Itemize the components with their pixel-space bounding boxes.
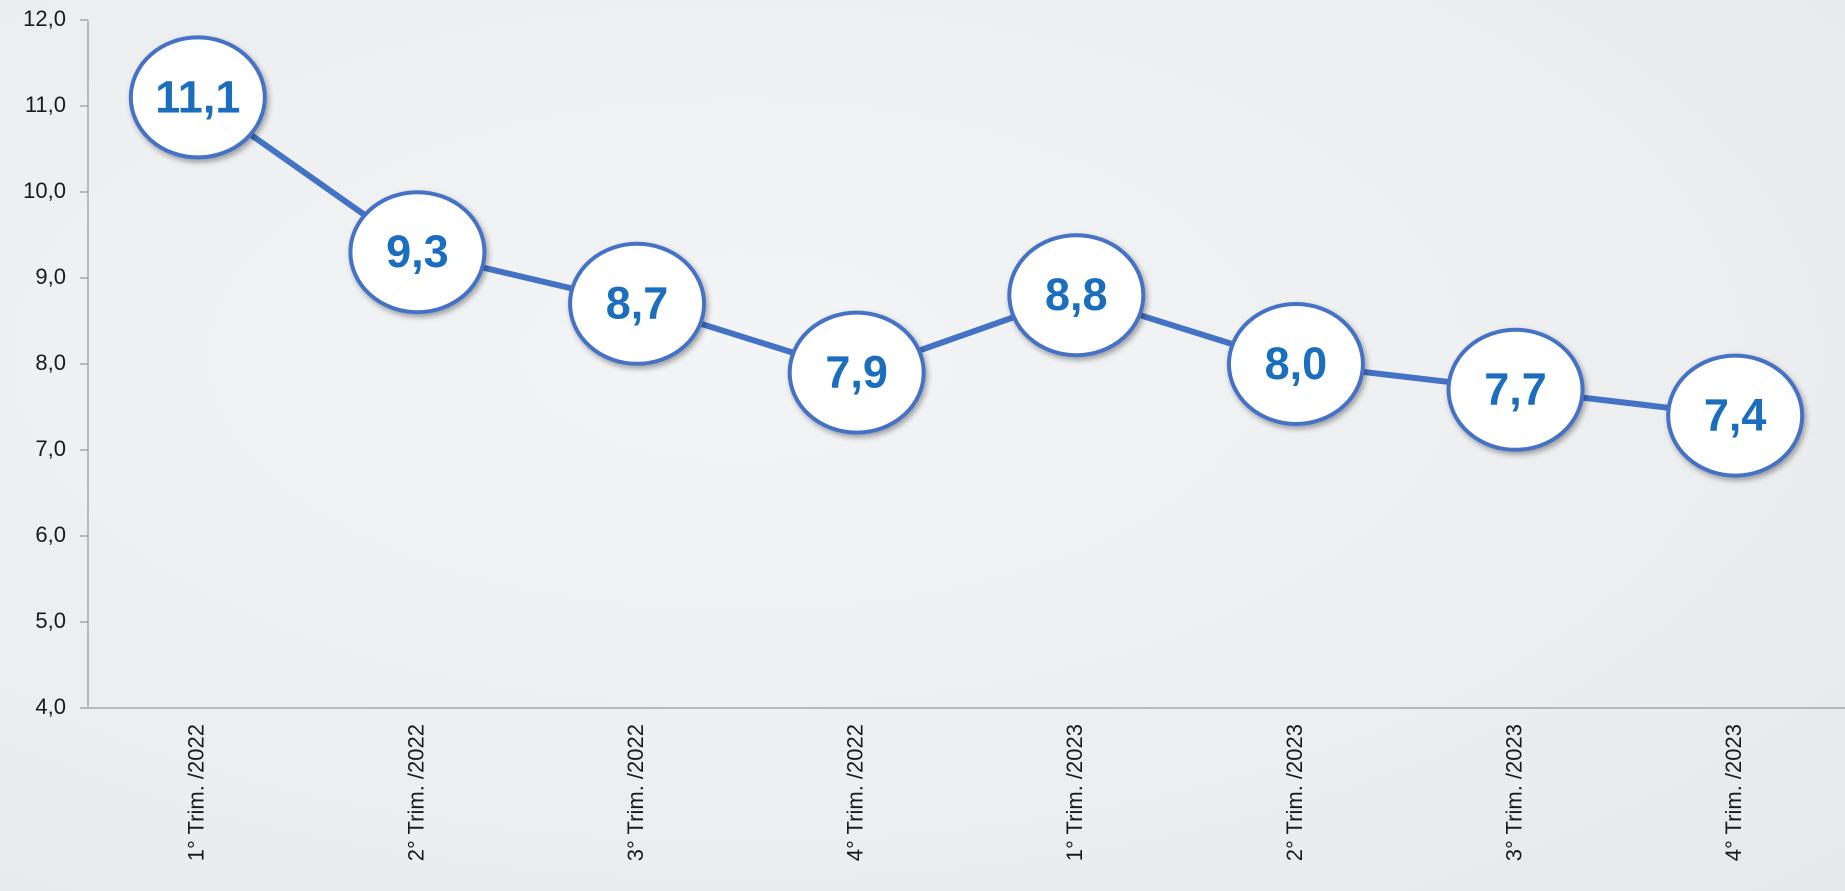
data-label: 7,9 (825, 346, 888, 397)
x-tick-label: 2° Trim. /2023 (1282, 724, 1307, 861)
data-label: 7,7 (1484, 364, 1547, 415)
y-tick-label: 4,0 (35, 694, 66, 719)
data-label: 8,8 (1045, 269, 1108, 320)
y-tick-label: 5,0 (35, 608, 66, 633)
data-point (1666, 353, 1805, 478)
data-point (1226, 302, 1365, 426)
data-label: 11,1 (155, 71, 240, 122)
data-label: 8,0 (1265, 338, 1328, 389)
data-label: 7,4 (1704, 389, 1767, 440)
data-point (1007, 233, 1146, 358)
data-point (787, 310, 926, 435)
y-tick-label: 12,0 (23, 6, 66, 31)
x-tick-label: 2° Trim. /2022 (403, 724, 428, 861)
data-point (128, 35, 267, 160)
y-tick-label: 11,0 (25, 92, 66, 117)
x-tick-label: 3° Trim. /2023 (1501, 724, 1526, 861)
data-point (348, 190, 487, 315)
data-point (1446, 327, 1585, 452)
y-tick-label: 7,0 (35, 436, 66, 461)
x-tick-label: 4° Trim. /2023 (1721, 724, 1746, 861)
y-tick-label: 6,0 (35, 522, 66, 547)
x-tick-label: 1° Trim. /2023 (1062, 724, 1087, 861)
x-tick-label: 3° Trim. /2022 (623, 724, 648, 861)
data-label: 8,7 (606, 278, 669, 329)
y-tick-label: 8,0 (35, 350, 66, 375)
x-tick-label: 1° Trim. /2022 (184, 724, 209, 861)
data-label: 9,3 (386, 226, 449, 277)
x-tick-label: 4° Trim. /2022 (843, 724, 868, 861)
data-point (568, 241, 707, 366)
y-tick-label: 9,0 (35, 264, 66, 289)
y-tick-label: 10,0 (23, 178, 66, 203)
